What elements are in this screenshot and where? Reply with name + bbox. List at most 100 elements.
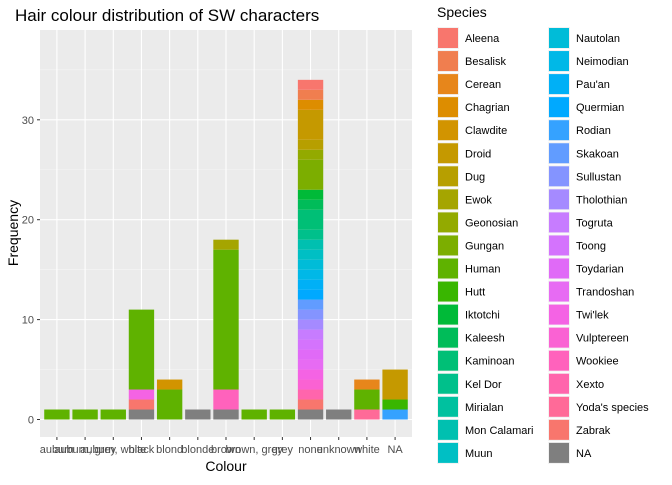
legend-label: Hutt bbox=[465, 287, 485, 299]
legend-swatch bbox=[438, 120, 458, 141]
legend-swatch bbox=[549, 281, 569, 302]
legend-item: Neimodian bbox=[548, 50, 629, 73]
legend-label: Chagrian bbox=[465, 102, 510, 114]
legend-label: Rodian bbox=[576, 125, 611, 137]
x-tick-label: white bbox=[353, 444, 380, 456]
legend-label: Muun bbox=[465, 448, 493, 460]
legend-label: Aleena bbox=[465, 33, 500, 45]
legend-item: Kaleesh bbox=[437, 326, 505, 349]
legend-item: Mirialan bbox=[437, 395, 504, 418]
legend-label: Toydarian bbox=[576, 264, 624, 276]
bar-segment bbox=[297, 349, 324, 360]
legend-swatch bbox=[549, 442, 569, 463]
bar-segment bbox=[297, 149, 324, 160]
legend: Aleena Besalisk Cerean Chagrian Clawdite Droi… bbox=[437, 27, 649, 464]
legend-item: Kaminoan bbox=[437, 349, 515, 372]
legend-label: Nautolan bbox=[576, 33, 620, 45]
x-tick-label: blond bbox=[156, 444, 183, 456]
x-tick-label: brown, grey bbox=[225, 444, 283, 456]
legend-item: Vulptereen bbox=[548, 326, 629, 349]
legend-swatch bbox=[438, 350, 458, 371]
legend-item: Nautolan bbox=[548, 27, 620, 49]
legend-label: Quermian bbox=[576, 102, 624, 114]
legend-item: NA bbox=[548, 441, 592, 464]
legend-item: Clawdite bbox=[437, 119, 507, 142]
bar-segment bbox=[382, 399, 408, 410]
legend-label: Ewok bbox=[465, 194, 492, 206]
bar-segment bbox=[297, 299, 324, 310]
bar-segment bbox=[269, 409, 296, 420]
legend-item: Chagrian bbox=[437, 96, 510, 119]
legend-label: Besalisk bbox=[465, 56, 506, 68]
legend-swatch bbox=[549, 327, 569, 348]
legend-label: Neimodian bbox=[576, 56, 629, 68]
bar-segment bbox=[297, 309, 324, 320]
legend-item: Toydarian bbox=[548, 257, 624, 280]
bar-segment bbox=[213, 389, 239, 410]
legend-item: Zabrak bbox=[548, 418, 611, 441]
legend-swatch bbox=[549, 28, 569, 48]
x-tick-label: black bbox=[129, 444, 155, 456]
legend-label: Iktotchi bbox=[465, 310, 500, 322]
legend-swatch bbox=[438, 419, 458, 440]
legend-swatch bbox=[438, 258, 458, 279]
legend-swatch bbox=[549, 51, 569, 72]
chart-title: Hair colour distribution of SW character… bbox=[15, 6, 319, 25]
legend-swatch bbox=[438, 235, 458, 256]
legend-label: Cerean bbox=[465, 79, 501, 91]
bar-segment bbox=[128, 409, 155, 420]
legend-item: Dug bbox=[437, 165, 485, 188]
bar-segment bbox=[128, 399, 155, 410]
legend-label: NA bbox=[576, 448, 592, 460]
legend-swatch bbox=[438, 304, 458, 325]
legend-label: Xexto bbox=[576, 379, 604, 391]
legend-swatch bbox=[549, 166, 569, 187]
bar-segment bbox=[297, 269, 324, 280]
legend-label: Trandoshan bbox=[576, 287, 634, 299]
x-tick-label: none bbox=[298, 444, 322, 456]
legend-label: Pau'an bbox=[576, 79, 610, 91]
legend-swatch bbox=[438, 189, 458, 210]
x-tick-label: auburn, white bbox=[80, 444, 146, 456]
bar-segment bbox=[354, 379, 380, 390]
bar-segment bbox=[297, 159, 324, 190]
y-tick-label: 30 bbox=[22, 115, 34, 127]
legend-label: Toong bbox=[576, 240, 606, 252]
legend-item: Iktotchi bbox=[437, 303, 500, 326]
bar-segment bbox=[297, 389, 324, 400]
legend-label: Clawdite bbox=[465, 125, 507, 137]
x-tick-label: unknown bbox=[317, 444, 361, 456]
x-axis-title: Colour bbox=[205, 458, 247, 474]
bar-segment bbox=[156, 379, 183, 390]
legend-label: Zabrak bbox=[576, 425, 611, 437]
legend-item: Yoda's species bbox=[548, 395, 649, 418]
bar-segment bbox=[354, 409, 380, 420]
legend-label: Gungan bbox=[465, 240, 504, 252]
legend-swatch bbox=[438, 442, 458, 463]
grid-lines bbox=[40, 30, 412, 437]
legend-item: Twi'lek bbox=[548, 303, 609, 326]
bar-segment bbox=[128, 389, 155, 400]
legend-item: Besalisk bbox=[437, 50, 506, 73]
legend-label: Kaleesh bbox=[465, 333, 505, 345]
legend-item: Quermian bbox=[548, 96, 624, 119]
bars bbox=[44, 79, 408, 420]
legend-label: Twi'lek bbox=[576, 310, 609, 322]
legend-item: Cerean bbox=[437, 73, 501, 96]
legend-label: Droid bbox=[465, 148, 491, 160]
legend-swatch bbox=[549, 373, 569, 394]
legend-swatch bbox=[549, 143, 569, 164]
legend-item: Tholothian bbox=[548, 188, 627, 211]
legend-label: Dug bbox=[465, 171, 485, 183]
x-tick-label: auburn bbox=[40, 444, 74, 456]
legend-item: Togruta bbox=[548, 211, 614, 234]
bar-segment bbox=[297, 99, 324, 110]
bar-segment bbox=[297, 89, 324, 100]
legend-label: Geonosian bbox=[465, 217, 518, 229]
legend-item: Geonosian bbox=[437, 211, 518, 234]
legend-swatch bbox=[549, 235, 569, 256]
legend-swatch bbox=[549, 258, 569, 279]
legend-swatch bbox=[549, 396, 569, 417]
legend-swatch bbox=[438, 281, 458, 302]
